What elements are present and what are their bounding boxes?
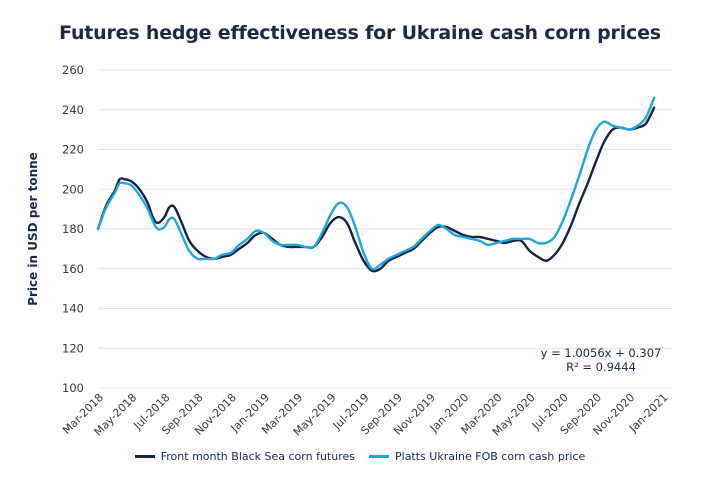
y-tick-label: 120 <box>62 341 84 355</box>
x-axis-ticks: Mar-2018May-2018Jul-2018Sep-2018Nov-2018… <box>60 391 670 439</box>
y-tick-label: 220 <box>62 143 84 157</box>
legend-label-platts: Platts Ukraine FOB corn cash price <box>395 450 586 463</box>
legend-swatch-futures <box>134 455 155 458</box>
y-tick-label: 180 <box>62 222 84 236</box>
series-lines <box>96 96 656 273</box>
y-tick-label: 140 <box>62 302 84 316</box>
series-line-platts <box>96 96 656 271</box>
regression-equation: y = 1.0056x + 0.307 <box>541 346 662 360</box>
y-tick-label: 100 <box>62 381 84 395</box>
y-tick-label: 240 <box>62 103 84 117</box>
y-axis-label: Price in USD per tonne <box>26 152 40 306</box>
y-axis-ticks: 100 120 140 160 180 200 220 240 260 <box>62 63 84 395</box>
r-squared: R² = 0.9444 <box>566 360 636 374</box>
legend-swatch-platts <box>369 455 389 458</box>
gridlines <box>98 69 672 389</box>
series-line-futures <box>96 106 656 273</box>
legend: Front month Black Sea corn futures Platt… <box>0 450 720 463</box>
legend-item-futures: Front month Black Sea corn futures <box>134 450 355 463</box>
y-tick-label: 200 <box>62 182 84 196</box>
y-tick-label: 160 <box>62 262 84 276</box>
legend-item-platts: Platts Ukraine FOB corn cash price <box>369 450 585 463</box>
y-tick-label: 260 <box>62 63 84 77</box>
chart-title: Futures hedge effectiveness for Ukraine … <box>59 22 661 44</box>
legend-label-futures: Front month Black Sea corn futures <box>160 450 355 463</box>
